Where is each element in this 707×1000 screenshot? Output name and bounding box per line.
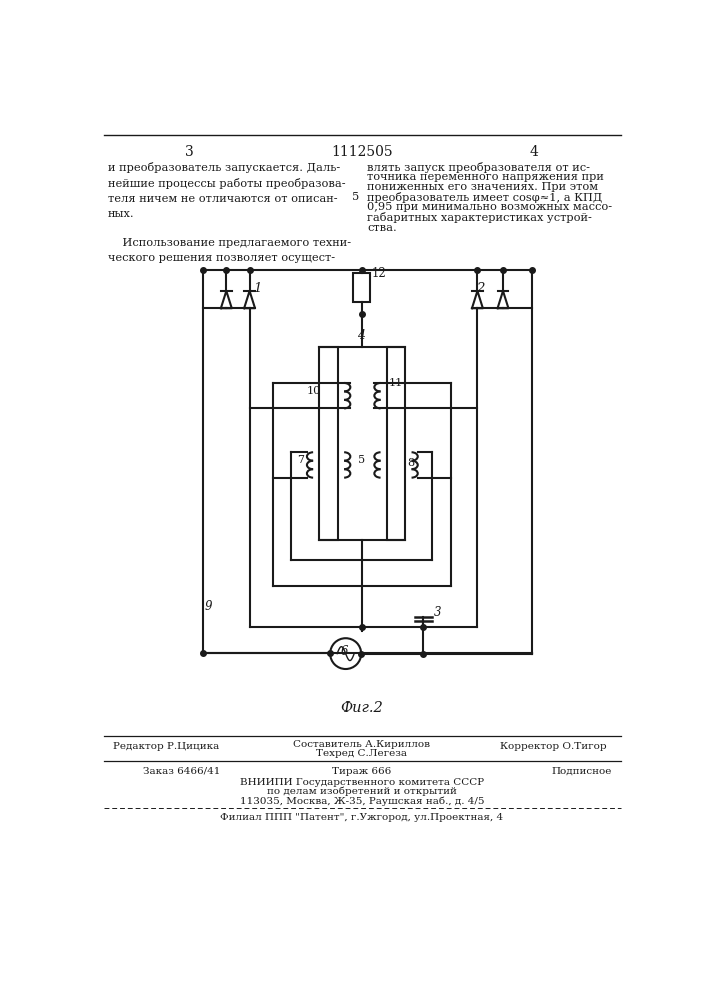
- Text: 12: 12: [372, 267, 387, 280]
- Text: 7: 7: [297, 455, 304, 465]
- Bar: [387, 347, 405, 540]
- Bar: [320, 347, 338, 540]
- Text: точника переменного напряжения при: точника переменного напряжения при: [368, 172, 604, 182]
- Text: Фиг.2: Фиг.2: [341, 701, 383, 715]
- Text: 3: 3: [434, 606, 442, 619]
- Text: 6: 6: [340, 645, 348, 658]
- Text: Редактор Р.Цицика: Редактор Р.Цицика: [112, 742, 219, 751]
- Text: 4: 4: [530, 145, 539, 159]
- Text: 9: 9: [204, 600, 212, 613]
- Text: влять запуск преобразователя от ис-: влять запуск преобразователя от ис-: [368, 162, 590, 173]
- Text: Подписное: Подписное: [552, 767, 612, 776]
- Text: ства.: ства.: [368, 223, 397, 233]
- Text: Тираж 666: Тираж 666: [332, 767, 392, 776]
- Text: габаритных характеристиках устрой-: габаритных характеристиках устрой-: [368, 212, 592, 223]
- Text: 5: 5: [352, 192, 360, 202]
- Text: 4: 4: [357, 329, 366, 342]
- Text: Составитель А.Кириллов: Составитель А.Кириллов: [293, 740, 431, 749]
- Text: Заказ 6466/41: Заказ 6466/41: [143, 767, 220, 776]
- Text: ВНИИПИ Государственного комитета СССР: ВНИИПИ Государственного комитета СССР: [240, 778, 484, 787]
- Text: Техред С.Легеза: Техред С.Легеза: [317, 749, 407, 758]
- Text: 113035, Москва, Ж-35, Раушская наб., д. 4/5: 113035, Москва, Ж-35, Раушская наб., д. …: [240, 796, 484, 806]
- Text: 1112505: 1112505: [331, 145, 393, 159]
- Text: 1: 1: [253, 282, 262, 295]
- Text: пониженных его значениях. При этом: пониженных его значениях. При этом: [368, 182, 599, 192]
- Text: 5: 5: [358, 455, 366, 465]
- Bar: [354, 273, 370, 302]
- Text: по делам изобретений и открытий: по делам изобретений и открытий: [267, 787, 457, 796]
- Text: 8: 8: [408, 458, 415, 468]
- Text: 3: 3: [185, 145, 194, 159]
- Text: преобразователь имеет cosφ≈1, а КПД: преобразователь имеет cosφ≈1, а КПД: [368, 192, 602, 203]
- Text: Филиал ППП "Патент", г.Ужгород, ул.Проектная, 4: Филиал ППП "Патент", г.Ужгород, ул.Проек…: [221, 813, 503, 822]
- Text: 2: 2: [476, 282, 484, 295]
- Text: 10: 10: [307, 386, 321, 396]
- Text: Корректор О.Тигор: Корректор О.Тигор: [500, 742, 607, 751]
- Text: и преобразователь запускается. Даль-
нейшие процессы работы преобразова-
теля ни: и преобразователь запускается. Даль- ней…: [107, 162, 351, 263]
- Text: 11: 11: [389, 378, 403, 388]
- Text: 0,95 при минимально возможных массо-: 0,95 при минимально возможных массо-: [368, 202, 612, 212]
